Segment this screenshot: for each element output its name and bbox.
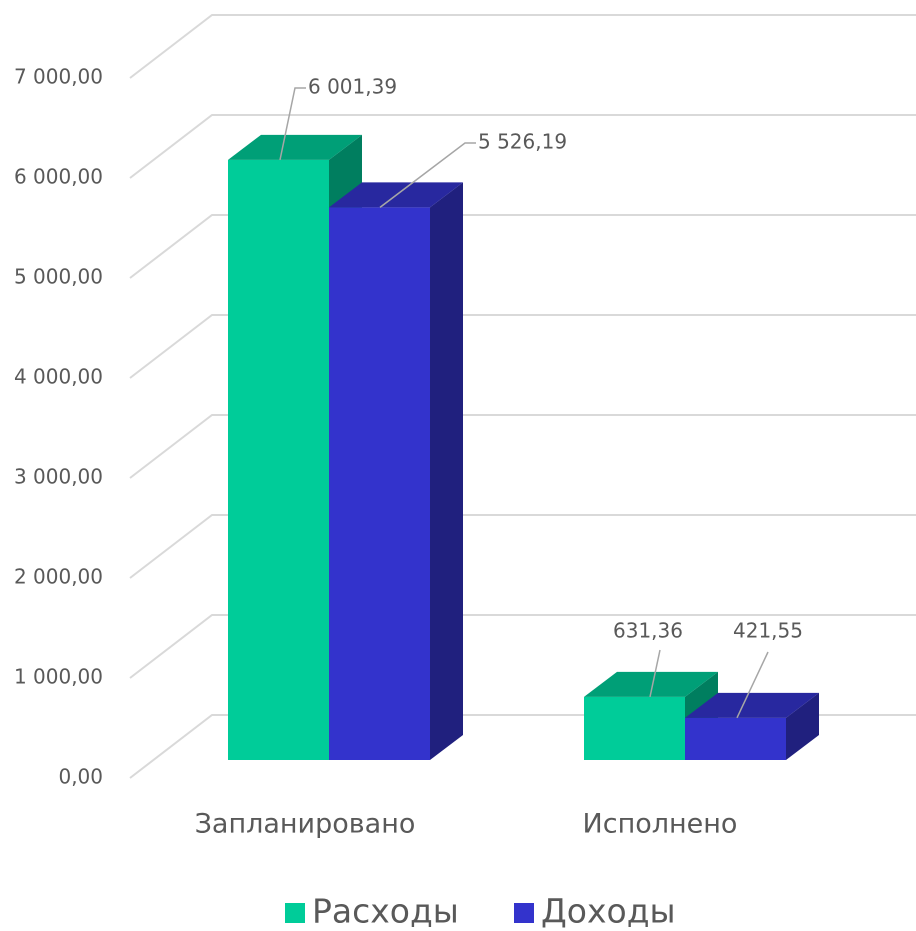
- leader-line: [736, 651, 769, 719]
- grid-line: [129, 214, 916, 279]
- bar-front: [685, 717, 786, 760]
- value-label: 631,36: [613, 619, 683, 643]
- leader-line: [649, 649, 661, 698]
- bar-top: [584, 671, 718, 697]
- bar-front: [329, 207, 430, 761]
- legend-swatch: [514, 903, 534, 923]
- bar-front: [228, 159, 329, 761]
- grid-line: [129, 414, 916, 479]
- y-tick-label: 7 000,00: [14, 65, 103, 89]
- legend-swatch: [285, 903, 305, 923]
- value-label: 5 526,19: [478, 130, 567, 154]
- bar-front: [584, 696, 685, 760]
- y-tick-label: 3 000,00: [14, 465, 103, 489]
- y-tick-label: 4 000,00: [14, 365, 103, 389]
- bar-side: [786, 692, 819, 760]
- x-tick-label: Исполнено: [583, 809, 738, 840]
- x-tick-label: Запланировано: [195, 809, 416, 840]
- y-tick-label: 0,00: [58, 765, 103, 789]
- bar-top: [228, 134, 362, 160]
- legend-label: Доходы: [541, 892, 676, 931]
- legend-label: Расходы: [312, 892, 459, 931]
- y-tick-label: 2 000,00: [14, 565, 103, 589]
- grid-line: [129, 14, 916, 79]
- grid-line: [129, 114, 916, 179]
- bar-side: [430, 182, 463, 761]
- grid-line: [129, 514, 916, 579]
- value-label: 421,55: [733, 619, 803, 643]
- leader-line: [379, 142, 476, 208]
- grid-line: [129, 314, 916, 379]
- y-tick-label: 1 000,00: [14, 665, 103, 689]
- value-label: 6 001,39: [308, 75, 397, 99]
- y-tick-label: 6 000,00: [14, 165, 103, 189]
- y-tick-label: 5 000,00: [14, 265, 103, 289]
- grid-line: [129, 614, 916, 679]
- leader-line: [279, 87, 306, 161]
- bar-top: [685, 692, 819, 718]
